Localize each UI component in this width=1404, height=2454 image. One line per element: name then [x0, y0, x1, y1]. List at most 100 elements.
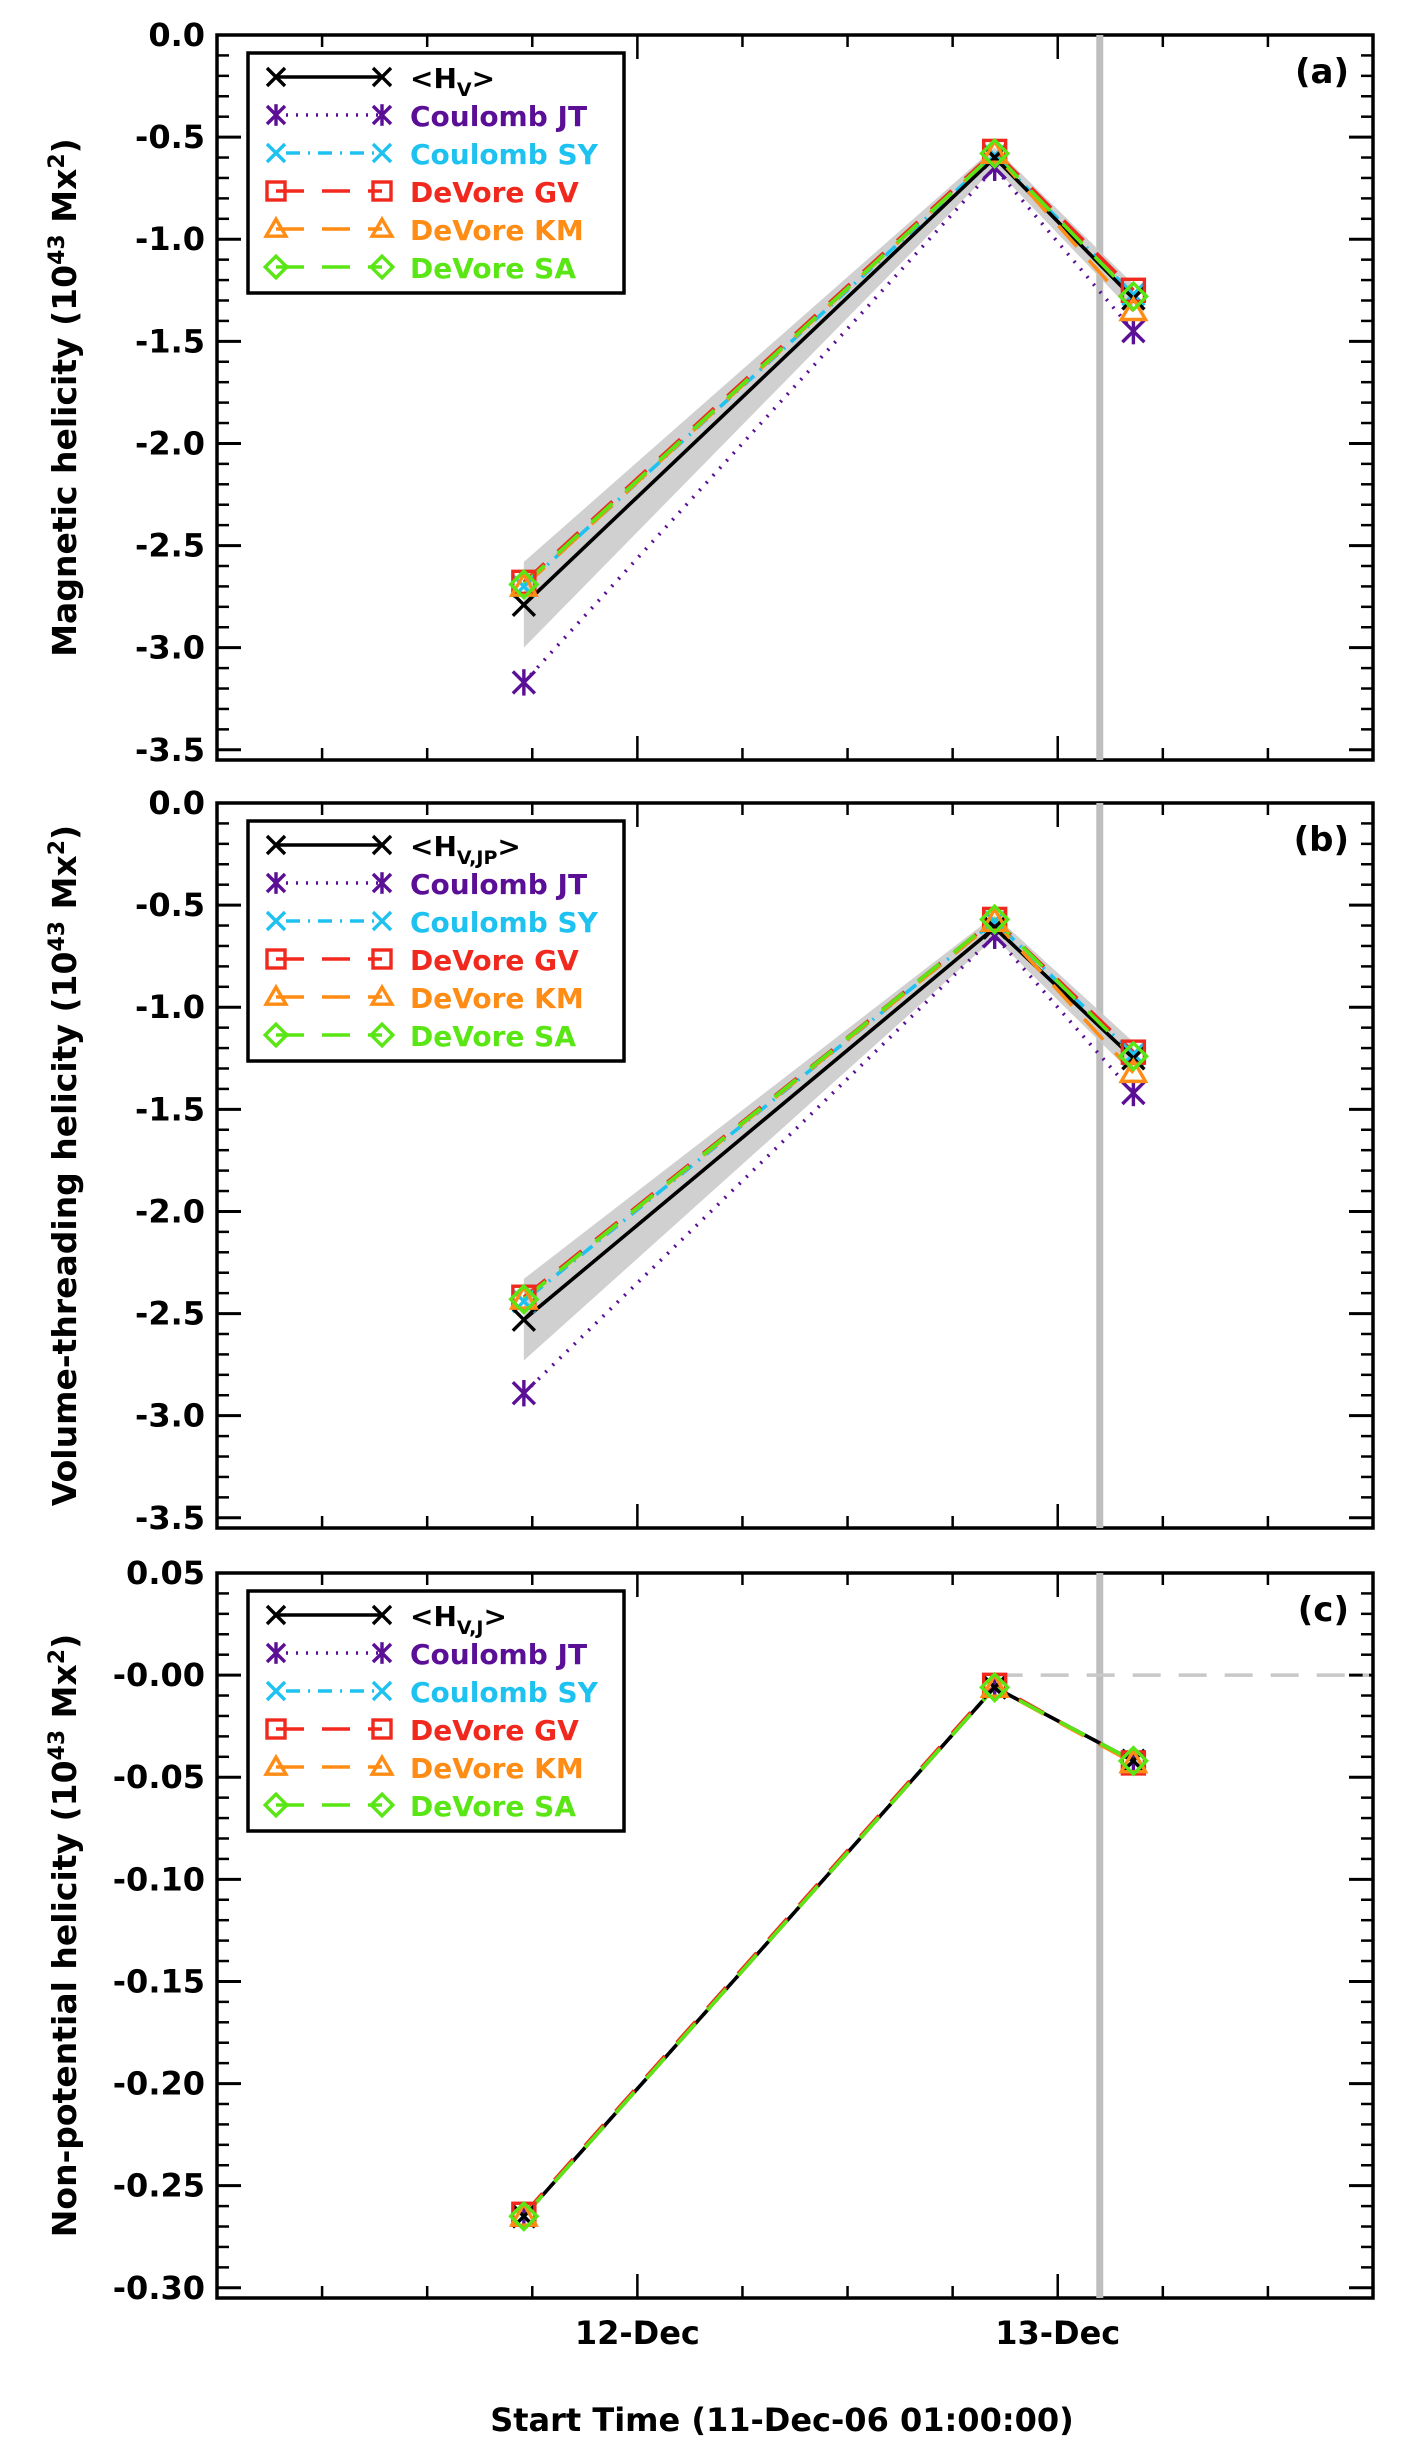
legend-label-sa: DeVore SA [410, 252, 576, 285]
marker-sa [508, 1283, 540, 1315]
x-tick-label: 13-Dec [995, 2314, 1120, 2352]
legend-marker-jt [371, 1642, 393, 1664]
legend-box [246, 51, 626, 295]
legend-marker-sa [262, 1791, 290, 1819]
y-tick-label: -2.5 [135, 527, 205, 565]
legend-label-sy: Coulomb SY [410, 1676, 599, 1709]
y-tick-label: -1.0 [135, 988, 205, 1026]
legend-marker-gv [265, 180, 287, 202]
legend-box [246, 819, 626, 1063]
y-axis-label: Non-potential helicity (1043 Mx2) [45, 1634, 84, 2237]
legend-marker-sy [371, 1680, 393, 1702]
y-tick-label: -1.0 [135, 220, 205, 258]
marker-sa [979, 1671, 1011, 1703]
y-tick-label: -2.0 [135, 424, 205, 462]
legend-marker-gv [265, 1718, 287, 1740]
marker-sa [979, 137, 1011, 170]
marker-mean [511, 1307, 537, 1332]
legend-marker-mean [265, 1604, 287, 1626]
legend-marker-mean [265, 834, 287, 856]
marker-jt [511, 669, 537, 696]
legend-label-sy: Coulomb SY [410, 138, 599, 171]
legend-marker-sy [371, 142, 393, 164]
y-tick-label: -3.0 [135, 629, 205, 667]
legend-label-km: DeVore KM [410, 1752, 584, 1785]
y-tick-label: -0.20 [113, 2065, 205, 2103]
legend-marker-jt [265, 1642, 287, 1664]
legend-marker-jt [371, 104, 393, 126]
y-tick-label: -3.5 [135, 1499, 205, 1537]
marker-sa [508, 568, 540, 600]
legend-marker-jt [265, 104, 287, 126]
marker-sa [979, 903, 1011, 936]
legend-label-gv: DeVore GV [410, 944, 579, 977]
marker-jt [1121, 1079, 1146, 1107]
plot-frame [215, 1571, 1375, 2300]
marker-sa [1117, 1745, 1149, 1777]
panel-label: (b) [1294, 820, 1349, 860]
panel-label: (c) [1298, 1590, 1349, 1630]
panel-a: 0.0 -0.5 -1.0 -1.5 -2.0 -2.5 -3.0 -3.5 Magnetic … [45, 16, 1375, 769]
plot-frame [215, 801, 1375, 1530]
marker-km [508, 1283, 539, 1310]
legend-marker-km [369, 215, 395, 238]
y-tick-label: -3.5 [135, 731, 205, 769]
legend-marker-sy [265, 1680, 287, 1702]
y-tick-label: -0.00 [113, 1656, 205, 1694]
y-tick-label: -0.15 [113, 1962, 205, 2000]
y-tick-label: 0.0 [148, 784, 205, 822]
legend-marker-mean [371, 1604, 393, 1626]
legend-box [246, 1589, 626, 1833]
legend-label-km: DeVore KM [410, 982, 584, 1015]
y-tick-label: -0.30 [113, 2269, 205, 2307]
marker-km [979, 1671, 1010, 1698]
legend-marker-mean [371, 834, 393, 856]
marker-sa [508, 2200, 540, 2232]
y-tick-label: -0.5 [135, 886, 205, 924]
x-axis-label: Start Time (11-Dec-06 01:00:00) [490, 2401, 1074, 2439]
legend-label-sa: DeVore SA [410, 1020, 576, 1053]
legend-label-mean: <HV,J> [410, 1600, 507, 1639]
legend-marker-gv [371, 180, 393, 202]
legend-marker-sa [368, 253, 396, 281]
marker-km [508, 2200, 539, 2227]
legend-label-sy: Coulomb SY [410, 906, 599, 939]
y-tick-label: -2.5 [135, 1295, 205, 1333]
plot-frame [215, 33, 1375, 762]
legend-label-mean: <HV,JP> [410, 830, 521, 869]
marker-jt [511, 1380, 537, 1407]
marker-km [1118, 295, 1149, 322]
y-tick-label: -3.0 [135, 1397, 205, 1435]
legend-marker-jt [265, 872, 287, 894]
legend-marker-mean [265, 66, 287, 88]
legend-marker-km [263, 215, 289, 238]
y-tick-label: -0.5 [135, 118, 205, 156]
legend-marker-gv [371, 1718, 393, 1740]
y-axis-label: Volume-threading helicity (1043 Mx2) [45, 825, 84, 1506]
y-tick-label: 0.0 [148, 16, 205, 54]
marker-jt [1121, 317, 1146, 345]
legend-label-sa: DeVore SA [410, 1790, 576, 1823]
legend-label-gv: DeVore GV [410, 1714, 579, 1747]
y-axis-label: Magnetic helicity (1043 Mx2) [45, 138, 84, 657]
marker-km [979, 137, 1010, 164]
legend-label-jt: Coulomb JT [410, 1638, 587, 1671]
marker-sa [1117, 1040, 1149, 1072]
panel-c: 0.05 -0.00 -0.05 -0.10 -0.15 -0.20 -0.25 -0.30 1… [45, 1554, 1375, 2352]
legend-marker-sa [368, 1021, 396, 1049]
y-tick-label: -0.25 [113, 2167, 205, 2205]
legend-marker-gv [265, 948, 287, 970]
legend-marker-km [369, 1753, 395, 1776]
y-tick-label: -0.05 [113, 1758, 205, 1796]
legend-marker-sa [262, 1021, 290, 1049]
panel-label: (a) [1295, 52, 1349, 92]
legend-label-gv: DeVore GV [410, 176, 579, 209]
legend-label-jt: Coulomb JT [410, 100, 587, 133]
legend-marker-km [263, 983, 289, 1006]
y-tick-label: 0.05 [126, 1554, 205, 1592]
legend-label-mean: <HV> [410, 62, 495, 101]
legend-marker-sy [265, 910, 287, 932]
legend-marker-gv [371, 948, 393, 970]
marker-mean [982, 145, 1007, 170]
legend-marker-sa [262, 253, 290, 281]
